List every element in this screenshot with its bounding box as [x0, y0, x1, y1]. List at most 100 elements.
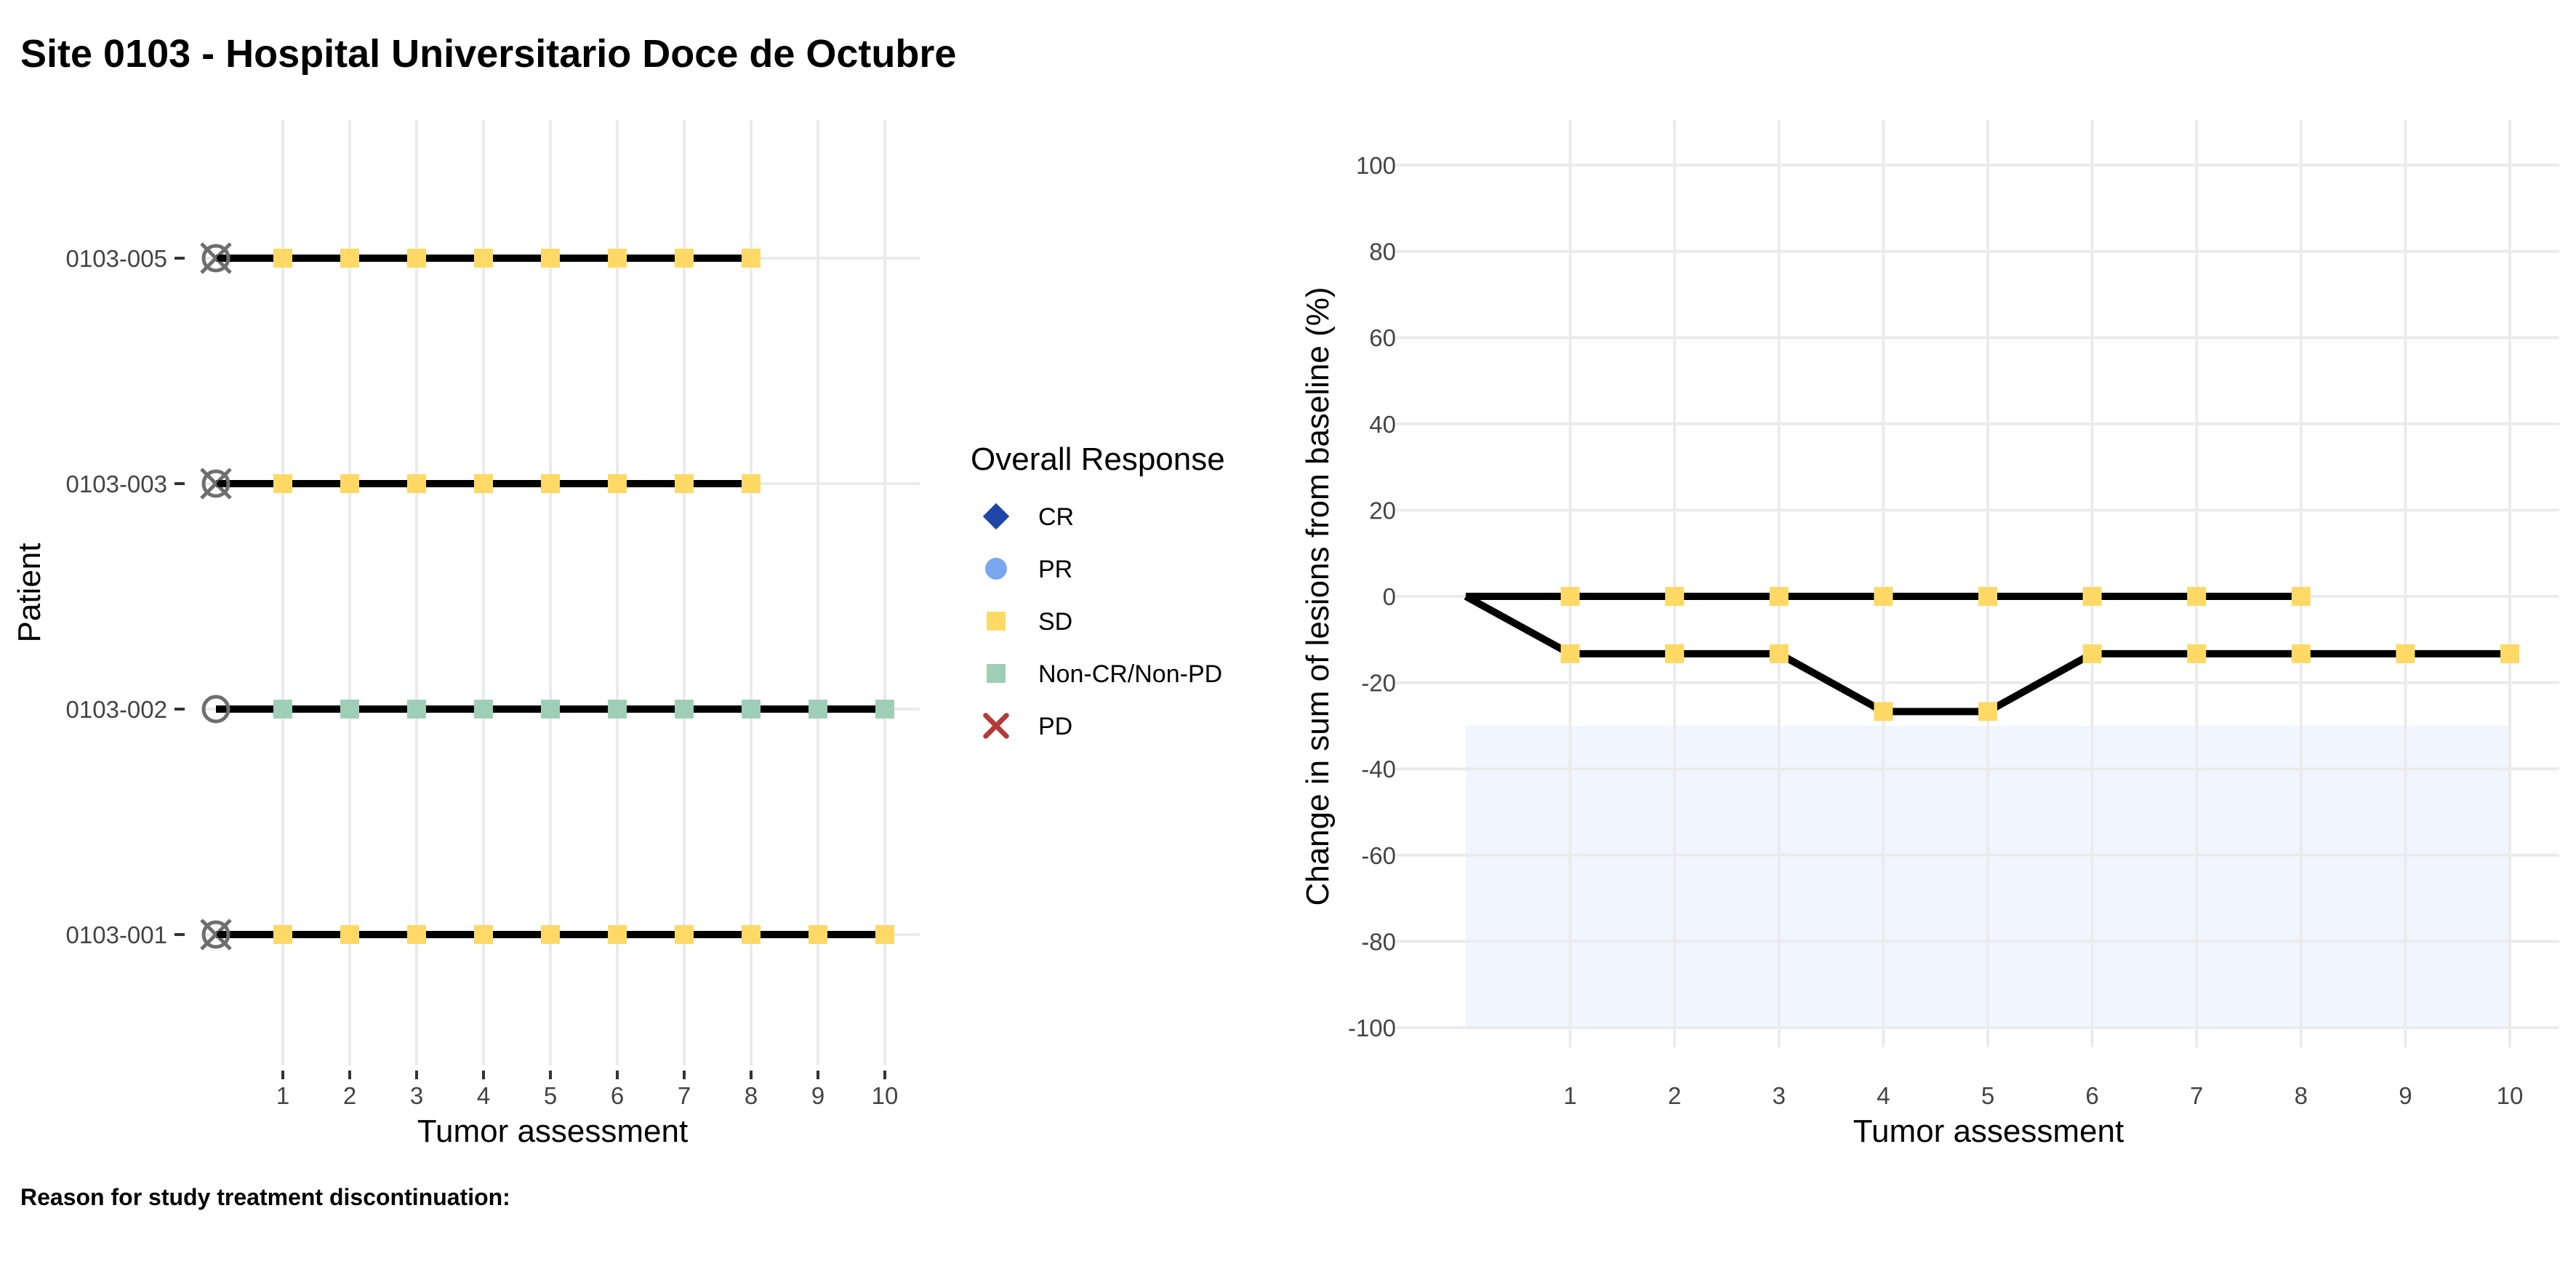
legend-entry: PR: [1038, 556, 1072, 583]
x-tick-label: 5: [1981, 1082, 1994, 1109]
patient-label: 0103-005: [66, 245, 167, 272]
patient-label: 0103-002: [66, 696, 167, 723]
y-tick-label: -60: [1361, 842, 1396, 869]
assessment-marker: [742, 474, 761, 493]
assessment-marker: [608, 925, 627, 944]
assessment-marker: [407, 700, 426, 719]
series-point: [2500, 644, 2519, 663]
assessment-marker: [675, 249, 694, 268]
y-tick-label: 20: [1369, 497, 1396, 524]
x-tick-label: 7: [678, 1082, 691, 1109]
assessment-marker: [742, 249, 761, 268]
assessment-marker: [474, 474, 493, 493]
assessment-marker: [742, 925, 761, 944]
assessment-marker: [608, 249, 627, 268]
x-tick-label: 2: [343, 1082, 356, 1109]
spider-plot: 100 80 60 40 20 0 -20 -40 -60 -80 -100 1 2 3 4 5 6 7 8 9 10 T…: [1300, 120, 2559, 1149]
legend-entry: Non-CR/Non-PD: [1038, 660, 1222, 688]
legend-entry: PD: [1038, 713, 1072, 740]
x-tick-label: 10: [872, 1082, 899, 1109]
y-tick-label: -100: [1348, 1015, 1396, 1041]
series-point: [1874, 702, 1893, 721]
assessment-marker: [541, 474, 560, 493]
legend-entry: SD: [1038, 608, 1072, 636]
y-tick-label: 0: [1383, 583, 1396, 610]
y-tick-label: -20: [1361, 670, 1396, 697]
baseline-marker: [200, 919, 232, 951]
assessment-marker: [474, 700, 493, 719]
assessment-marker: [273, 700, 292, 719]
patient-label: 0103-003: [66, 471, 167, 497]
assessment-marker: [875, 925, 894, 944]
assessment-marker: [675, 474, 694, 493]
series-point: [2291, 644, 2311, 663]
y-tick-label: 100: [1356, 152, 1396, 179]
x-tick-label: 6: [611, 1082, 624, 1109]
assessment-marker: [541, 249, 560, 268]
assessment-marker: [474, 249, 493, 268]
baseline-marker: [200, 242, 232, 274]
series-point: [1560, 587, 1580, 606]
assessment-marker: [608, 700, 627, 719]
x-tick-label: 7: [2190, 1082, 2203, 1109]
legend-key: [983, 713, 1009, 739]
series-point: [2396, 644, 2415, 663]
swimmer-plot: 1 2 3 4 5 6 7 8 9 10 0103-005 0103-003 0103-002 0103-…: [12, 120, 920, 1149]
series-point: [2082, 587, 2102, 606]
x-tick-label: 4: [477, 1082, 490, 1109]
series-point: [1874, 587, 1893, 606]
assessment-marker: [808, 925, 827, 944]
assessment-marker: [474, 925, 493, 944]
x-tick-label: 1: [276, 1082, 289, 1109]
y-tick-label: 40: [1369, 411, 1396, 438]
assessment-marker: [273, 474, 292, 493]
x-tick-label: 3: [410, 1082, 423, 1109]
assessment-marker: [675, 925, 694, 944]
legend-key: [985, 558, 1007, 580]
x-tick-label: 9: [2399, 1082, 2412, 1109]
x-tick-label: 2: [1668, 1082, 1681, 1109]
baseline-marker: [200, 468, 232, 500]
y-axis-title: Change in sum of lesions from baseline (…: [1300, 287, 1336, 905]
assessment-marker: [808, 700, 827, 719]
x-tick-label: 1: [1563, 1082, 1576, 1109]
footer-note: Reason for study treatment discontinuati…: [20, 1184, 510, 1210]
assessment-marker: [340, 249, 359, 268]
series-point: [2187, 587, 2207, 606]
x-axis-title: Tumor assessment: [1853, 1113, 2124, 1149]
assessment-marker: [340, 925, 359, 944]
series-point: [1665, 644, 1685, 663]
series-point: [1769, 587, 1789, 606]
y-axis-title: Patient: [12, 543, 47, 643]
x-tick-label: 8: [2295, 1082, 2308, 1109]
legend-entry: CR: [1038, 503, 1074, 531]
assessment-marker: [407, 925, 426, 944]
x-tick-label: 8: [745, 1082, 758, 1109]
y-tick-label: -80: [1361, 928, 1396, 955]
assessment-marker: [608, 474, 627, 493]
x-tick-label: 3: [1773, 1082, 1786, 1109]
series-point: [2082, 644, 2102, 663]
legend-title: Overall Response: [971, 441, 1225, 477]
baseline-marker: [201, 695, 230, 724]
y-tick-label: -40: [1361, 756, 1396, 783]
series-point: [1560, 644, 1580, 663]
x-tick-label: 6: [2085, 1082, 2098, 1109]
legend-key: [987, 664, 1006, 683]
assessment-marker: [742, 700, 761, 719]
x-tick-label: 9: [811, 1082, 824, 1109]
series-point: [1769, 644, 1789, 663]
legend-key: [987, 612, 1006, 631]
series-point: [2187, 644, 2207, 663]
y-tick-label: 80: [1369, 239, 1396, 265]
series-point: [2291, 587, 2311, 606]
series-point: [1665, 587, 1685, 606]
legend-key: [982, 503, 1010, 530]
series-point: [1978, 587, 1997, 606]
assessment-marker: [407, 249, 426, 268]
assessment-marker: [340, 474, 359, 493]
assessment-marker: [875, 700, 894, 719]
assessment-marker: [541, 925, 560, 944]
patient-label: 0103-001: [66, 921, 167, 948]
